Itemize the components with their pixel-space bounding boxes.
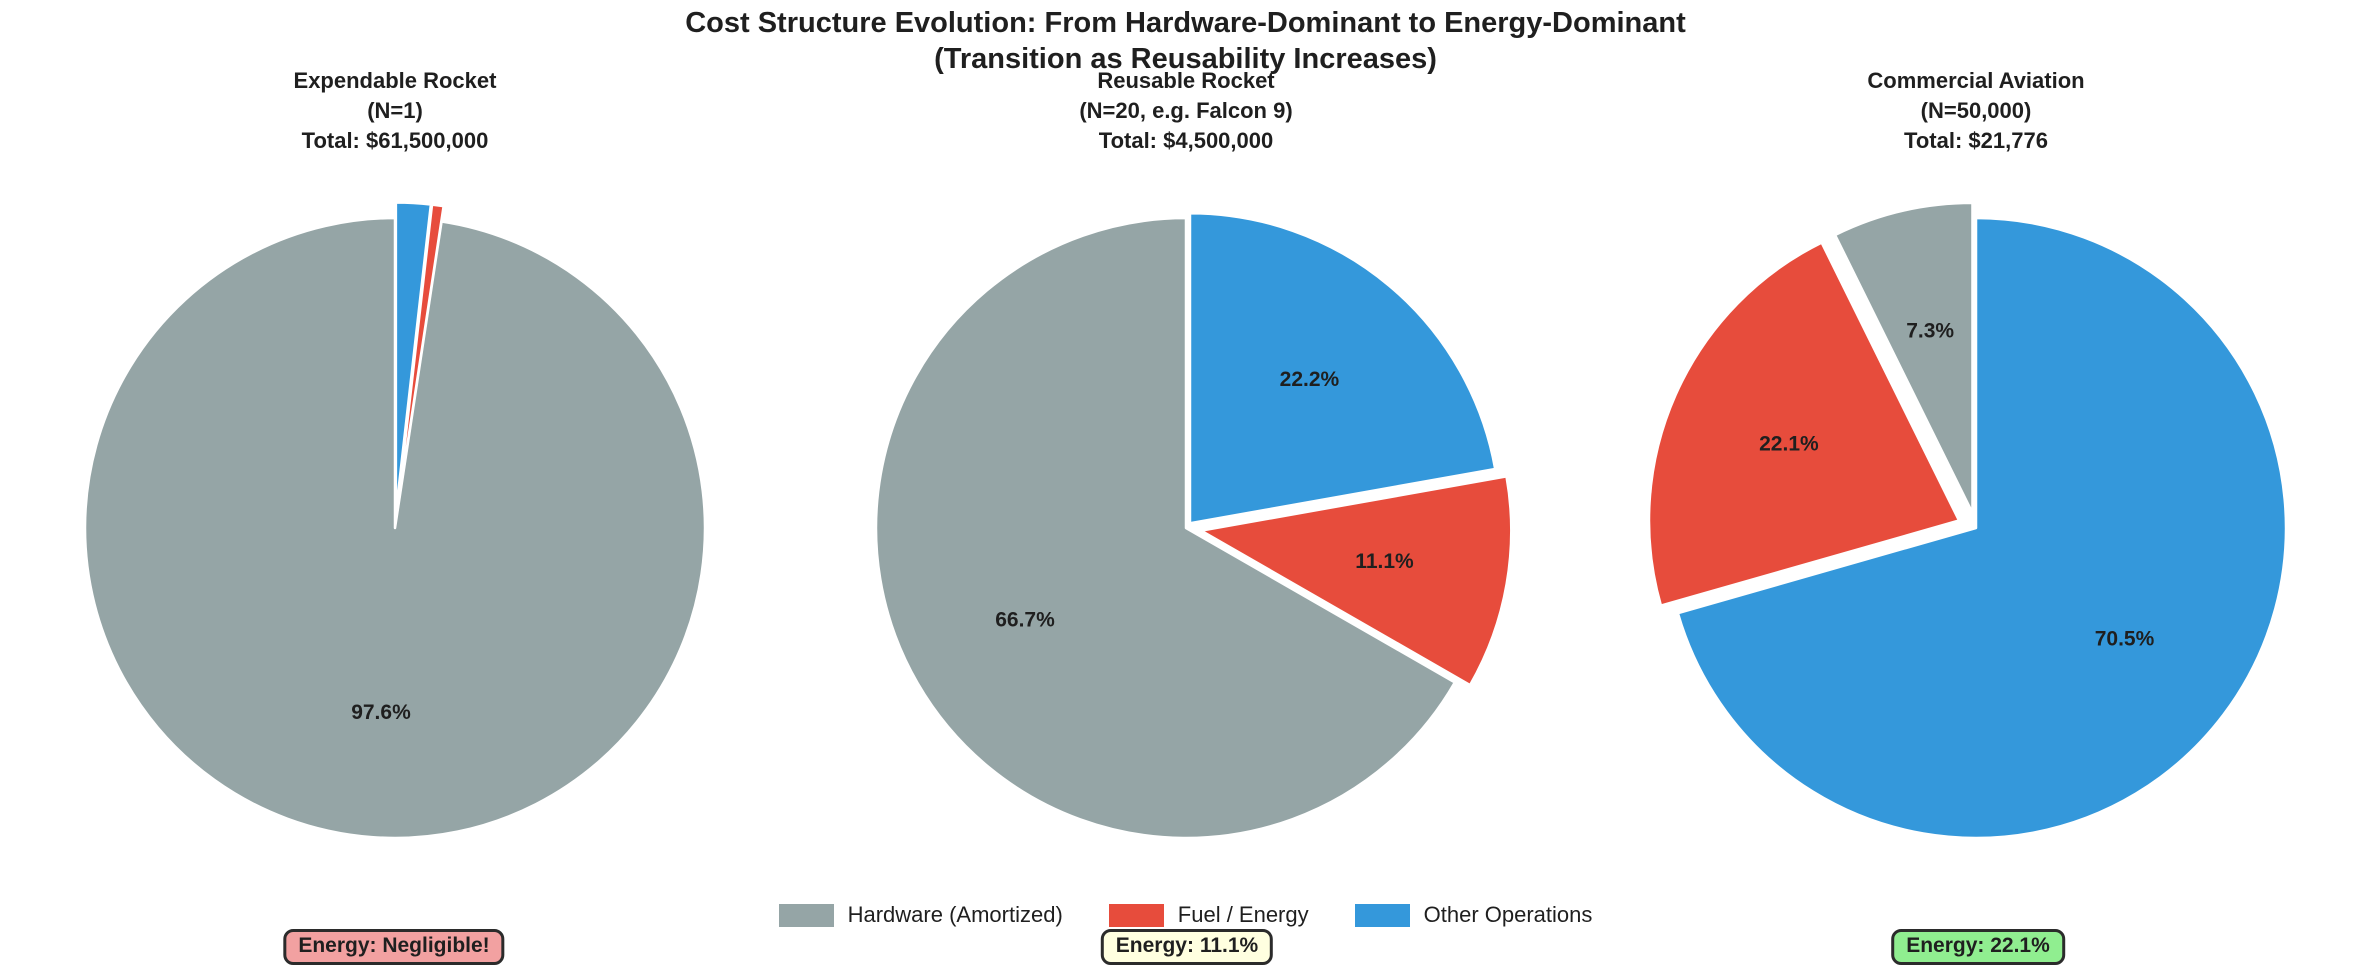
- fuel-energy-swatch-icon: [1108, 903, 1164, 927]
- legend: Hardware (Amortized) Fuel / Energy Other…: [0, 902, 2371, 928]
- slice-percentage-label: 97.6%: [351, 701, 411, 724]
- subplot-title-line3: Total: $4,500,000: [1098, 128, 1274, 153]
- pie-slice-other-operations: [394, 201, 433, 514]
- pie-slice-other-operations: [1676, 216, 2288, 840]
- pie-chart-expendable-rocket: 97.6%: [83, 201, 707, 840]
- pie-slice-other-operations: [1188, 211, 1497, 525]
- hardware-swatch-icon: [778, 903, 834, 927]
- pie-slice-fuel-energy: [1200, 475, 1513, 687]
- annotation-text: Energy: 11.1%: [1115, 934, 1259, 957]
- subplot-title-line3: Total: $61,500,000: [301, 128, 489, 153]
- legend-label: Other Operations: [1423, 902, 1593, 927]
- subplot-title-line2: (N=20, e.g. Falcon 9): [1079, 98, 1293, 123]
- subplot-title-line2: (N=50,000): [1920, 98, 2032, 123]
- slice-percentage-label: 11.1%: [1355, 550, 1414, 573]
- slice-percentage-label: 66.7%: [995, 609, 1055, 632]
- subplot-title-reusable-rocket: Reusable Rocket (N=20, e.g. Falcon 9) To…: [866, 66, 1506, 156]
- slice-percentage-label: 22.1%: [1759, 433, 1819, 456]
- annotation-text: Energy: 22.1%: [1906, 934, 2050, 957]
- subplot-title-commercial-aviation: Commercial Aviation (N=50,000) Total: $2…: [1656, 66, 2296, 156]
- figure-title-line2: (Transition as Reusability Increases): [934, 43, 1437, 75]
- annotation-energy-11-1: Energy: 11.1%: [1100, 929, 1274, 965]
- annotation-energy-22-1: Energy: 22.1%: [1891, 929, 2065, 965]
- figure-title-line1: Cost Structure Evolution: From Hardware-…: [685, 7, 1686, 39]
- pie-chart-commercial-aviation: 7.3% 22.1% 70.5%: [1647, 201, 2288, 840]
- slice-percentage-label: 7.3%: [1906, 319, 1954, 342]
- legend-label: Hardware (Amortized): [847, 902, 1063, 927]
- subplot-title-line1: Commercial Aviation: [1867, 68, 2085, 93]
- subplot-title-line1: Expendable Rocket: [293, 68, 497, 93]
- pie-chart-reusable-rocket: 66.7% 11.1% 22.2%: [874, 211, 1513, 840]
- figure-title: Cost Structure Evolution: From Hardware-…: [0, 5, 2371, 77]
- legend-item-other-operations: Other Operations: [1354, 902, 1593, 928]
- annotation-energy-negligible: Energy: Negligible!: [283, 929, 505, 965]
- pie-slice-hardware: [1833, 201, 1974, 515]
- subplot-title-line1: Reusable Rocket: [1097, 68, 1275, 93]
- annotation-text: Energy: Negligible!: [298, 934, 490, 957]
- pie-slice-hardware: [83, 216, 707, 840]
- pie-slice-hardware: [874, 216, 1457, 840]
- other-operations-swatch-icon: [1354, 903, 1410, 927]
- subplot-title-line3: Total: $21,776: [1904, 128, 2048, 153]
- pie-slice-fuel-energy: [1647, 241, 1961, 607]
- subplot-title-expendable-rocket: Expendable Rocket (N=1) Total: $61,500,0…: [75, 66, 715, 156]
- slice-percentage-label: 22.2%: [1280, 368, 1340, 391]
- legend-label: Fuel / Energy: [1177, 902, 1309, 927]
- subplot-title-line2: (N=1): [367, 98, 423, 123]
- legend-item-hardware: Hardware (Amortized): [778, 902, 1063, 928]
- legend-item-fuel-energy: Fuel / Energy: [1108, 902, 1309, 928]
- slice-percentage-label: 70.5%: [2095, 628, 2155, 651]
